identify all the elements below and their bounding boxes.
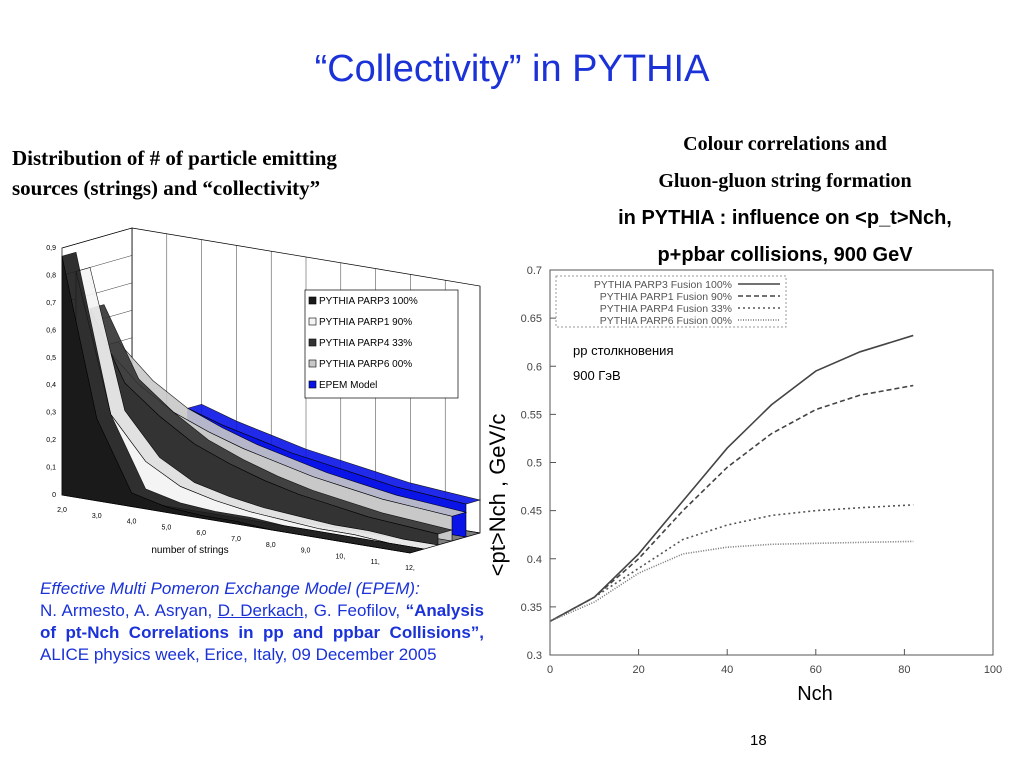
y-tick-label: 0,6 <box>46 327 56 334</box>
ref-intro: Effective Multi Pomeron Exchange Model (… <box>40 579 420 598</box>
heading-line: Colour correlations and <box>683 133 887 155</box>
y-tick-label: 0 <box>52 492 56 499</box>
x-tick-label: 11, <box>371 559 380 566</box>
ribbon <box>61 256 411 554</box>
annotation: pp столкновения <box>573 343 673 358</box>
legend-label: PYTHIA PARP1 90% <box>319 317 412 328</box>
legend-label: PYTHIA PARP6 00% <box>319 359 412 370</box>
ref-authors-end: , G. Feofilov, <box>303 601 401 620</box>
line <box>549 334 914 623</box>
x-tick-label: 4,0 <box>127 519 137 526</box>
legend-box <box>555 275 787 328</box>
x-tick-label: 60 <box>810 664 822 676</box>
x-tick-label: 6,0 <box>196 530 206 537</box>
legend-label: PYTHIA PARP1 Fusion 90% <box>600 291 732 303</box>
heading-line: Distribution of # of particle emitting <box>12 146 337 170</box>
x-axis-label: Nch <box>797 683 833 705</box>
y-tick-label: 0,8 <box>46 272 56 279</box>
y-tick-label: 0.65 <box>521 313 542 325</box>
y-tick-label: 0,9 <box>46 245 56 252</box>
y-tick-label: 0.45 <box>521 506 542 518</box>
x-tick-label: 20 <box>632 664 644 676</box>
heading-line: in PYTHIA : influence on <p_t>Nch, <box>618 207 952 229</box>
legend-swatch <box>308 359 317 368</box>
y-tick-label: 0,5 <box>46 355 56 362</box>
heading-line: Gluon-gluon string formation <box>658 170 912 192</box>
legend-label: PYTHIA PARP6 Fusion 00% <box>600 315 732 327</box>
legend-label: PYTHIA PARP4 33% <box>319 338 412 349</box>
x-tick-label: 10, <box>336 553 346 560</box>
y-tick-label: 0.55 <box>521 409 542 421</box>
legend-label: EPEM Model <box>319 380 377 391</box>
line <box>549 504 914 623</box>
legend-swatch <box>308 338 317 347</box>
y-tick-label: 0.7 <box>527 265 542 277</box>
x-tick-label: 3,0 <box>92 513 102 520</box>
ref-venue: ALICE physics week, Erice, Italy, 09 Dec… <box>40 645 437 664</box>
left-heading: Distribution of # of particle emitting s… <box>12 143 337 203</box>
x-tick-label: 100 <box>984 664 1002 676</box>
ref-authors: N. Armesto, A. Asryan, <box>40 601 213 620</box>
legend-label: PYTHIA PARP4 Fusion 33% <box>600 303 732 315</box>
legend-swatch <box>308 317 317 326</box>
x-axis-label: number of strings <box>151 545 228 556</box>
x-tick-label: 2,0 <box>57 507 67 514</box>
legend-label: PYTHIA PARP3 Fusion 100% <box>594 279 732 291</box>
grid-line <box>61 227 133 249</box>
y-tick-label: 0.6 <box>527 361 542 373</box>
y-tick-label: 0,2 <box>46 437 56 444</box>
y-tick-label: 0,3 <box>46 410 56 417</box>
y-tick-label: 0.3 <box>527 650 542 662</box>
y-tick-label: 0.5 <box>527 458 542 470</box>
annotation: 900 ГэВ <box>573 368 621 383</box>
right-heading: Colour correlations and Gluon-gluon stri… <box>540 126 1024 274</box>
y-tick-label: 0,7 <box>46 300 56 307</box>
plot-frame <box>549 269 994 656</box>
x-tick-label: 9,0 <box>301 548 311 555</box>
y-tick-label: 0,1 <box>46 465 56 472</box>
x-tick-label: 12, <box>405 565 415 572</box>
ref-paper: “Analysis of pt-Nch Correlations in pp a… <box>40 601 484 642</box>
x-tick-label: 0 <box>547 664 553 676</box>
y-tick-label: 0.35 <box>521 602 542 614</box>
x-tick-label: 7,0 <box>231 536 241 543</box>
x-tick-label: 40 <box>721 664 733 676</box>
y-tick-label: 0,4 <box>46 382 56 389</box>
ref-link[interactable]: D. Derkach <box>217 601 304 620</box>
x-tick-label: 8,0 <box>266 542 276 549</box>
slide-title: “Collectivity” in PYTHIA <box>314 48 710 90</box>
reference: Effective Multi Pomeron Exchange Model (… <box>40 578 484 666</box>
x-tick-label: 5,0 <box>162 524 172 531</box>
line <box>549 384 914 623</box>
line <box>549 540 914 623</box>
heading-line: p+pbar collisions, 900 GeV <box>657 244 913 266</box>
page-number: 18 <box>750 732 767 749</box>
legend-label: PYTHIA PARP3 100% <box>319 296 418 307</box>
legend-box <box>304 289 459 399</box>
y-tick-label: 0.4 <box>527 554 542 566</box>
legend-swatch <box>308 296 317 305</box>
y-axis-label: <pt>Nch , GeV/c <box>485 414 510 577</box>
heading-line: sources (strings) and “collectivity” <box>12 176 321 200</box>
legend-swatch <box>308 380 317 389</box>
x-tick-label: 80 <box>898 664 910 676</box>
